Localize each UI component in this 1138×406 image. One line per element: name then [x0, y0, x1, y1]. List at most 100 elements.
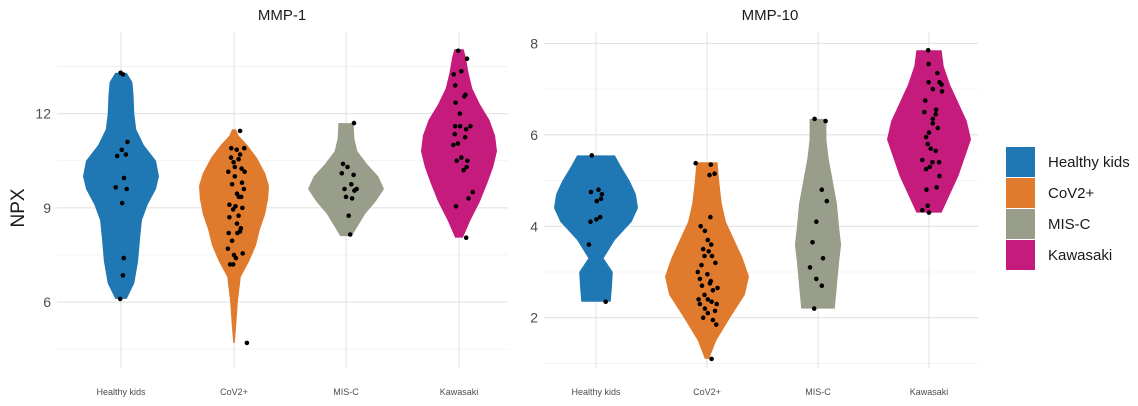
data-point-healthy-kids-10 — [121, 255, 126, 261]
data-point-cov2-36 — [230, 262, 236, 267]
data-point-healthy-kids-9 — [119, 200, 125, 206]
data-point-kawasaki-11 — [933, 112, 938, 117]
data-point-cov2-5 — [236, 156, 241, 162]
data-point-cov2-32 — [700, 315, 706, 321]
data-point-kawasaki-2 — [451, 72, 457, 77]
data-point-kawasaki-8 — [922, 98, 928, 103]
panel-mmp-10-violins — [554, 50, 971, 359]
data-point-cov2-28 — [235, 230, 240, 236]
data-point-cov2-15 — [241, 186, 247, 192]
data-point-mis-c-1 — [823, 118, 828, 124]
data-point-cov2-24 — [227, 215, 232, 220]
violin-mis-c — [308, 123, 384, 237]
data-point-cov2-4 — [237, 152, 243, 157]
panel-mmp-1: MMP-1 6 9 12 Healthy kids CoV2+ MIS-C Kawasak… — [35, 7, 508, 397]
data-point-mis-c-3 — [339, 171, 345, 176]
data-point-cov2-2 — [707, 172, 712, 178]
data-point-kawasaki-12 — [463, 127, 469, 132]
legend-swatch-mis-c — [1006, 209, 1035, 239]
data-point-cov2-2 — [242, 145, 247, 151]
data-point-cov2-26 — [709, 299, 714, 305]
data-point-kawasaki-23 — [466, 196, 471, 201]
x-tick-label-healthy-kids: Healthy kids — [96, 387, 146, 397]
data-point-healthy-kids-6 — [597, 214, 603, 220]
legend-item-cov2: CoV2+ — [1006, 178, 1095, 208]
data-point-kawasaki-17 — [459, 155, 464, 160]
x-tick-label-cov2: CoV2+ — [220, 387, 248, 397]
data-point-cov2-3 — [712, 171, 717, 176]
panel-mmp-10: MMP-10 2 4 6 8 Healthy kids CoV2+ MIS-C Kawasa… — [530, 7, 978, 397]
data-point-kawasaki-15 — [455, 141, 461, 146]
data-point-mis-c-2 — [819, 187, 825, 192]
data-point-kawasaki-0 — [925, 48, 931, 53]
data-point-cov2-12 — [232, 174, 238, 179]
data-point-cov2-19 — [227, 202, 232, 207]
data-point-kawasaki-17 — [925, 141, 930, 147]
data-point-kawasaki-1 — [464, 56, 470, 61]
data-point-cov2-30 — [229, 238, 235, 244]
legend-item-mis-c: MIS-C — [1006, 209, 1091, 239]
panel-mmp-1-x-ticks: Healthy kids CoV2+ MIS-C Kawasaki — [96, 387, 478, 397]
data-point-kawasaki-24 — [923, 166, 929, 172]
data-point-kawasaki-27 — [934, 185, 939, 190]
data-point-healthy-kids-1 — [120, 72, 126, 77]
x-tick-label-kawasaki: Kawasaki — [440, 387, 479, 397]
data-point-cov2-29 — [702, 306, 708, 311]
data-point-cov2-14 — [699, 262, 704, 268]
data-point-cov2-22 — [715, 285, 720, 291]
data-point-cov2-35 — [709, 356, 714, 362]
data-point-healthy-kids-8 — [588, 219, 593, 224]
data-point-kawasaki-20 — [920, 157, 925, 163]
data-point-cov2-3 — [234, 147, 239, 153]
data-point-kawasaki-14 — [935, 125, 941, 131]
legend-swatch-healthy-kids — [1006, 147, 1035, 177]
data-point-kawasaki-29 — [920, 208, 925, 213]
data-point-mis-c-4 — [814, 219, 819, 224]
data-point-healthy-kids-3 — [599, 192, 605, 197]
data-point-healthy-kids-2 — [114, 153, 120, 159]
data-point-kawasaki-13 — [452, 131, 458, 137]
data-point-kawasaki-22 — [936, 160, 942, 165]
data-point-healthy-kids-7 — [124, 186, 129, 192]
data-point-cov2-7 — [700, 246, 706, 252]
data-point-cov2-24 — [705, 297, 711, 302]
y-tick-label-6: 6 — [530, 127, 538, 143]
data-point-cov2-21 — [710, 288, 716, 293]
data-point-cov2-10 — [226, 169, 231, 174]
data-point-kawasaki-16 — [451, 142, 456, 148]
data-point-cov2-6 — [228, 155, 234, 160]
data-point-kawasaki-22 — [470, 189, 476, 195]
data-point-cov2-14 — [229, 182, 235, 187]
data-point-kawasaki-19 — [933, 148, 938, 154]
data-point-healthy-kids-11 — [120, 273, 126, 278]
data-point-cov2-28 — [714, 301, 719, 307]
data-point-kawasaki-26 — [924, 187, 929, 192]
data-point-cov2-13 — [239, 180, 245, 185]
data-point-healthy-kids-5 — [594, 198, 600, 204]
data-point-healthy-kids-10 — [603, 299, 608, 305]
data-point-cov2-8 — [705, 237, 711, 243]
data-point-kawasaki-6 — [930, 86, 936, 92]
data-point-cov2-23 — [702, 292, 707, 298]
data-point-cov2-22 — [230, 207, 236, 212]
panel-mmp-1-y-ticks: 6 9 12 — [35, 106, 51, 310]
data-point-kawasaki-16 — [923, 134, 929, 140]
legend-label-kawasaki: Kawasaki — [1048, 247, 1112, 264]
data-point-mis-c-8 — [354, 186, 359, 192]
y-axis-title: NPX — [8, 188, 29, 227]
data-point-kawasaki-1 — [926, 61, 931, 67]
data-point-healthy-kids-1 — [596, 187, 601, 192]
data-point-kawasaki-10 — [922, 109, 927, 115]
data-point-cov2-16 — [705, 272, 710, 277]
data-point-cov2-11 — [242, 169, 247, 174]
data-point-healthy-kids-8 — [113, 185, 118, 190]
data-point-kawasaki-21 — [464, 164, 469, 170]
legend-item-healthy-kids: Healthy kids — [1006, 147, 1130, 177]
legend: Healthy kids CoV2+ MIS-C Kawasaki — [1006, 147, 1130, 270]
data-point-cov2-19 — [699, 283, 705, 289]
data-point-cov2-8 — [232, 164, 238, 170]
data-point-cov2-18 — [238, 194, 244, 200]
data-point-cov2-15 — [695, 269, 701, 275]
violin-mis-c — [794, 118, 842, 309]
